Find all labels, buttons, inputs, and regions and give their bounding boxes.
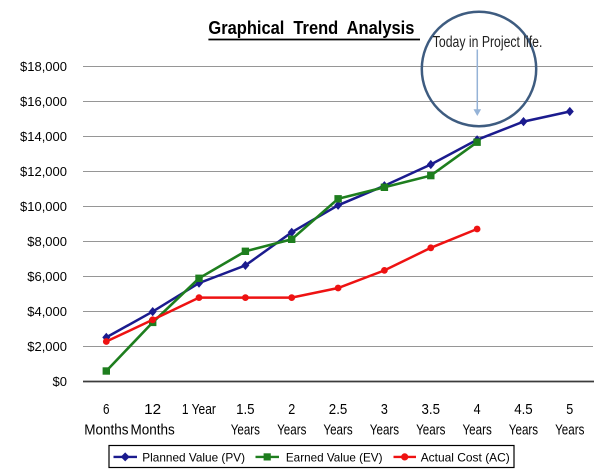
svg-text:12: 12	[144, 402, 161, 418]
svg-text:5: 5	[566, 402, 573, 418]
svg-text:Earned Value (EV): Earned Value (EV)	[286, 450, 383, 464]
svg-text:Years: Years	[323, 423, 352, 439]
svg-text:4.5: 4.5	[514, 402, 533, 418]
svg-text:Months: Months	[131, 423, 175, 439]
svg-text:$14,000: $14,000	[20, 129, 67, 144]
svg-text:Actual Cost (AC): Actual Cost (AC)	[421, 450, 510, 464]
svg-text:$6,000: $6,000	[27, 269, 67, 284]
svg-text:Graphical Trend Analysis: Graphical Trend Analysis	[208, 17, 414, 38]
svg-text:Years: Years	[555, 423, 584, 439]
svg-text:$12,000: $12,000	[20, 164, 67, 179]
svg-text:Months: Months	[84, 423, 128, 439]
svg-text:2.5: 2.5	[329, 402, 348, 418]
svg-text:2: 2	[288, 402, 295, 418]
svg-text:$2,000: $2,000	[27, 339, 67, 354]
svg-text:Years: Years	[231, 423, 260, 439]
svg-text:Years: Years	[416, 423, 445, 439]
svg-text:$18,000: $18,000	[20, 59, 67, 74]
svg-text:$0: $0	[53, 374, 67, 389]
svg-text:$10,000: $10,000	[20, 199, 67, 214]
svg-text:Years: Years	[370, 423, 399, 439]
svg-text:6: 6	[103, 402, 110, 418]
svg-text:Today in Project life.: Today in Project life.	[433, 34, 543, 51]
svg-text:Planned Value (PV): Planned Value (PV)	[142, 450, 245, 464]
svg-text:Years: Years	[509, 423, 538, 439]
svg-text:4: 4	[474, 402, 481, 418]
svg-text:$4,000: $4,000	[27, 304, 67, 319]
svg-text:3: 3	[381, 402, 388, 418]
svg-text:3.5: 3.5	[422, 402, 441, 418]
svg-text:Years: Years	[463, 423, 492, 439]
svg-text:$8,000: $8,000	[27, 234, 67, 249]
svg-text:1 Year: 1 Year	[182, 402, 216, 418]
svg-text:Years: Years	[277, 423, 306, 439]
svg-text:$16,000: $16,000	[20, 94, 67, 109]
svg-text:1.5: 1.5	[236, 402, 255, 418]
